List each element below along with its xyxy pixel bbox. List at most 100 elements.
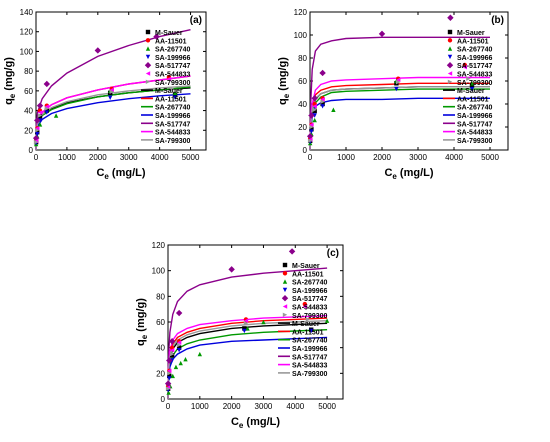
data-point — [242, 328, 247, 334]
x-tick-label: 1000 — [191, 402, 209, 411]
legend-label: AA-11501 — [292, 271, 324, 278]
x-tick-label: 5000 — [481, 153, 499, 162]
legend-marker — [282, 287, 288, 293]
y-tick-label: 120 — [294, 8, 308, 17]
data-point — [396, 77, 401, 83]
data-point — [167, 368, 172, 373]
data-point — [312, 113, 317, 118]
y-tick-label: 120 — [20, 28, 34, 37]
legend-label: SA-517747 — [155, 63, 191, 70]
y-axis-label: qe (mg/g) — [135, 298, 149, 346]
data-point — [94, 47, 102, 54]
data-point — [169, 351, 175, 357]
legend-label: SA-267740 — [457, 105, 493, 112]
y-tick-label: 0 — [161, 395, 166, 404]
data-point — [312, 107, 317, 112]
data-point — [35, 132, 40, 137]
data-point — [197, 351, 203, 357]
y-tick-label: 40 — [298, 100, 307, 109]
data-point — [37, 113, 43, 118]
y-tick-label: 20 — [156, 369, 165, 378]
y-axis-label: qe (mg/g) — [3, 57, 17, 105]
fit-line — [167, 267, 328, 400]
data-point — [107, 95, 113, 100]
data-point — [308, 112, 315, 119]
legend-label: SA-799300 — [155, 138, 191, 145]
legend-label: SA-267740 — [155, 105, 191, 112]
legend-label: SA-544833 — [292, 363, 328, 370]
legend-label: SA-267740 — [292, 280, 328, 287]
legend-marker — [145, 79, 151, 84]
data-point — [34, 117, 41, 124]
y-tick-label: 20 — [298, 123, 307, 132]
legend-marker — [144, 62, 152, 69]
data-point — [319, 69, 326, 77]
data-point — [166, 76, 172, 82]
legend-label: SA-544833 — [457, 130, 493, 137]
legend-marker — [282, 312, 288, 317]
legend-label: M-Sauer — [292, 263, 320, 270]
legend-label: SA-517747 — [457, 63, 493, 70]
data-point — [228, 266, 235, 273]
y-tick-label: 100 — [152, 267, 166, 276]
legend-marker — [282, 262, 288, 268]
y-tick-label: 100 — [294, 31, 308, 40]
data-point — [168, 338, 176, 345]
legend-marker — [447, 79, 453, 84]
data-point — [167, 371, 172, 376]
legend-label: SA-199966 — [155, 55, 191, 62]
data-point — [309, 127, 314, 132]
data-point — [167, 373, 172, 379]
legend-marker — [145, 29, 151, 35]
data-point — [169, 86, 175, 92]
panel-label: (a) — [190, 15, 202, 26]
legend-label: M-Sauer — [457, 30, 485, 37]
legend-label: SA-267740 — [457, 47, 493, 54]
data-point — [312, 108, 317, 114]
legend-label: SA-799300 — [155, 80, 191, 87]
data-point — [320, 99, 325, 104]
data-point — [176, 340, 182, 345]
panel-label: (c) — [327, 248, 339, 259]
legend-label: SA-799300 — [292, 313, 328, 320]
data-point — [109, 87, 114, 93]
y-tick-label: 80 — [298, 54, 307, 63]
data-point — [307, 138, 313, 143]
x-axis-label: Ce (mg/L) — [231, 416, 280, 430]
data-point — [109, 89, 114, 95]
data-point — [469, 81, 475, 86]
legend-label: SA-544833 — [155, 130, 191, 137]
data-point — [167, 376, 172, 381]
data-point — [44, 110, 50, 115]
data-point — [261, 319, 266, 325]
y-tick-label: 40 — [24, 107, 33, 116]
legend-label: SA-799300 — [457, 80, 493, 87]
x-tick-label: 5000 — [318, 402, 336, 411]
legend-label: SA-199966 — [457, 113, 493, 120]
data-point — [288, 248, 296, 255]
x-tick-label: 3000 — [255, 402, 273, 411]
data-point — [243, 321, 249, 326]
legend-marker — [282, 279, 288, 284]
x-tick-label: 5000 — [182, 153, 200, 162]
data-point — [170, 373, 175, 379]
plot-frame — [35, 11, 207, 151]
data-point — [43, 80, 51, 88]
y-tick-label: 60 — [298, 77, 307, 86]
legend-marker — [447, 71, 453, 76]
data-point — [324, 318, 330, 323]
legend-marker — [145, 71, 151, 76]
y-tick-label: 140 — [20, 8, 34, 17]
data-point — [312, 104, 317, 109]
data-point — [35, 126, 40, 131]
data-point — [35, 128, 40, 133]
legend-label: SA-517747 — [457, 121, 493, 128]
data-point — [169, 348, 175, 353]
y-tick-label: 60 — [156, 318, 165, 327]
fit-line — [309, 36, 490, 151]
legend-marker — [447, 38, 453, 43]
data-point — [169, 353, 175, 358]
data-point — [153, 33, 160, 40]
legend-marker — [145, 38, 151, 43]
legend-label: SA-199966 — [292, 346, 328, 353]
